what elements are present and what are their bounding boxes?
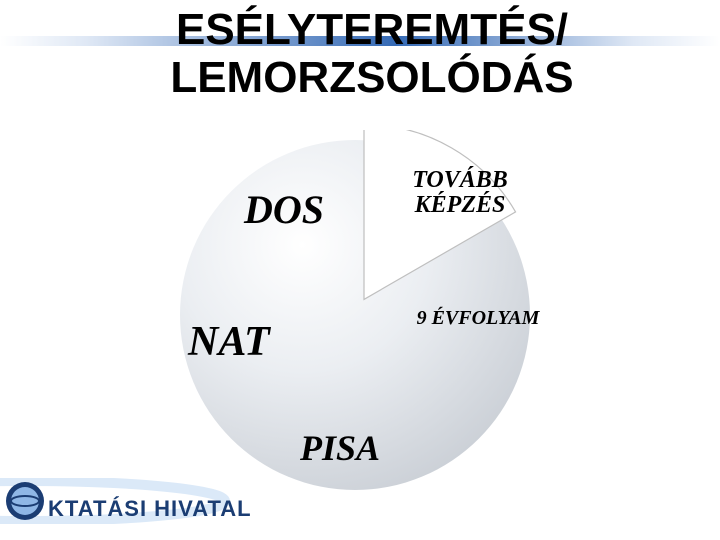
- label-pisa: PISA: [300, 430, 380, 468]
- logo-text: KTATÁSI HIVATAL: [48, 496, 252, 522]
- label-tovabb: TOVÁBB KÉPZÉS: [390, 168, 530, 218]
- label-9-evfolyam: 9 ÉVFOLYAM: [408, 308, 548, 329]
- logo-globe-inner: [11, 487, 39, 515]
- slide-title: ESÉLYTEREMTÉS/ LEMORZSOLÓDÁS: [122, 6, 622, 103]
- label-nat: NAT: [188, 320, 270, 364]
- slide: ESÉLYTEREMTÉS/ LEMORZSOLÓDÁS DOS TOVÁBB …: [0, 0, 720, 540]
- label-dos: DOS: [244, 189, 324, 231]
